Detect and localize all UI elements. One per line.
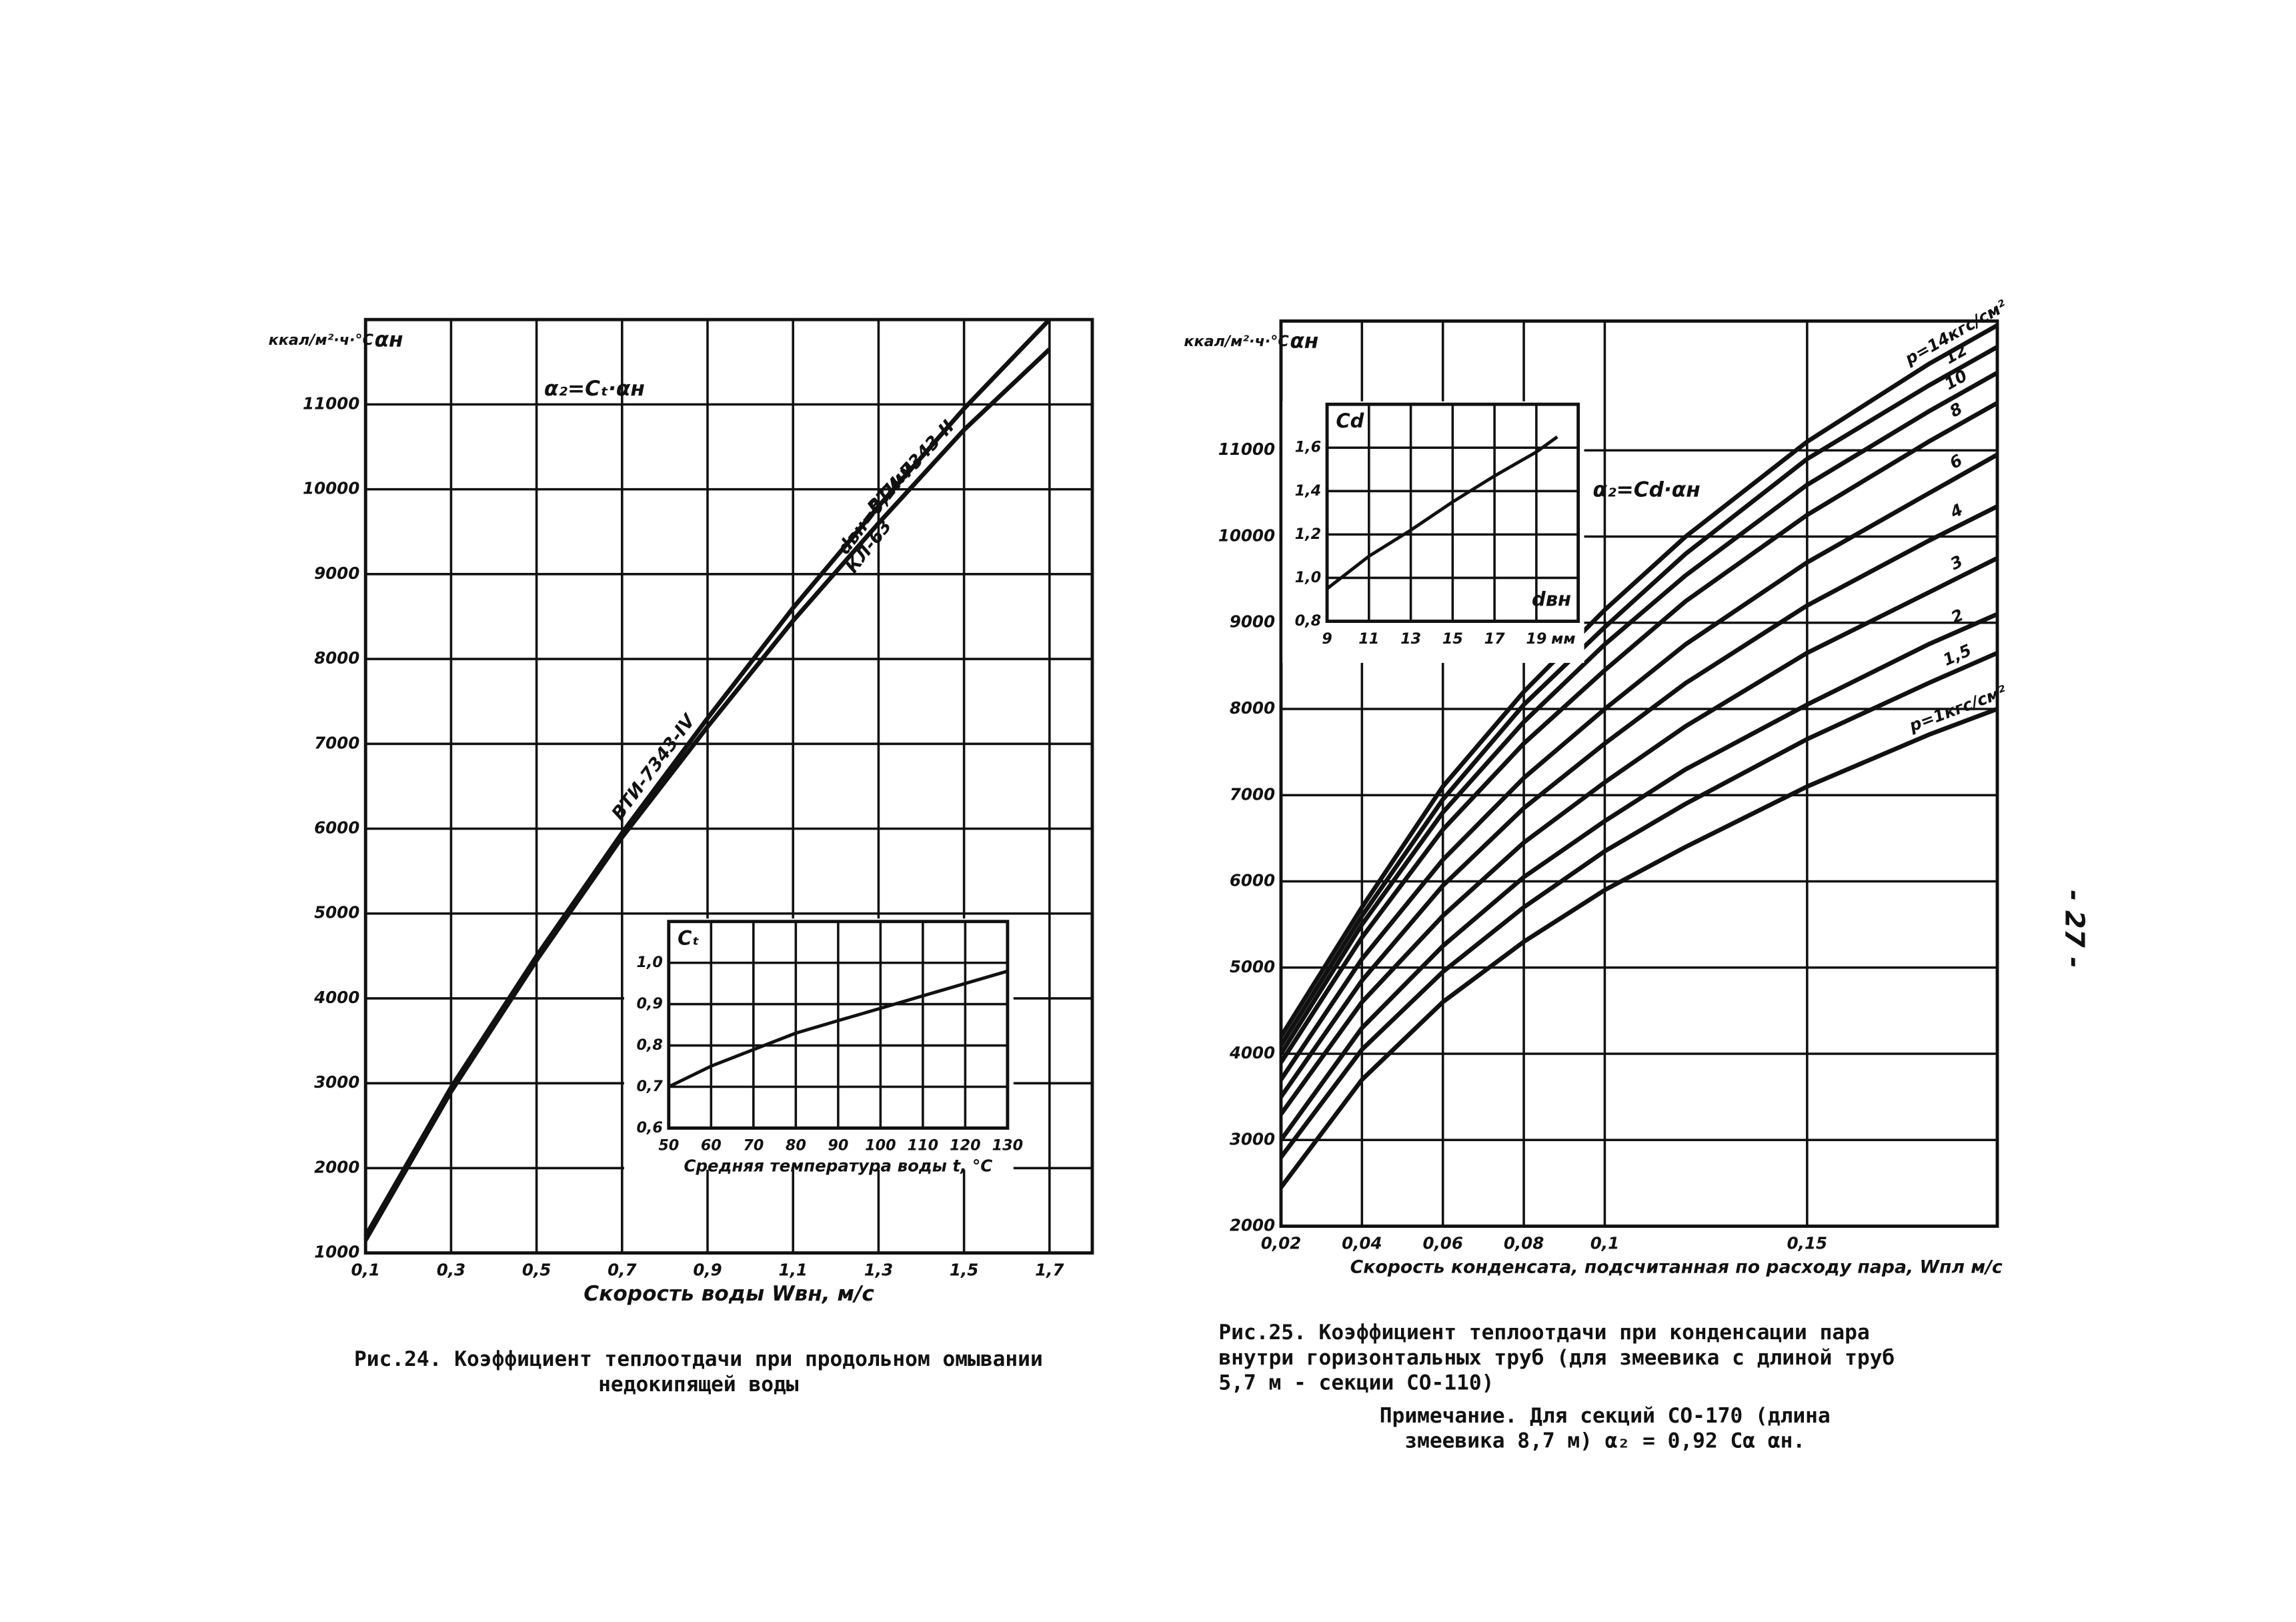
curve	[1279, 556, 1999, 1116]
x-tick-label: 0,08	[1504, 1233, 1544, 1253]
y-tick-label: 3000	[1230, 1129, 1275, 1148]
curve	[363, 317, 1052, 1237]
y-tick-label: 1,2	[1295, 526, 1321, 543]
inset-x-unit: мм	[1551, 630, 1575, 648]
inset-x-label: dвн	[1532, 588, 1571, 610]
x-tick-label: 0,04	[1342, 1233, 1382, 1253]
caption: недокипящей воды	[598, 1373, 799, 1397]
x-tick-label: 0,06	[1422, 1233, 1462, 1253]
inset-y-label: Cₜ	[678, 926, 700, 949]
y-tick-label: 3000	[314, 1072, 359, 1092]
x-tick-label: 90	[828, 1137, 848, 1154]
x-tick-label: 17	[1484, 630, 1505, 648]
page-number: - 27 -	[2059, 890, 2090, 968]
curve	[363, 347, 1052, 1242]
x-tick-label: 0,3	[437, 1260, 465, 1279]
curve	[1279, 345, 1999, 1046]
curve	[668, 969, 1008, 1088]
x-tick-label: 0,5	[522, 1260, 551, 1279]
y-tick-label: 8000	[314, 648, 359, 668]
x-tick-label: 0,9	[693, 1260, 722, 1279]
x-tick-label: 60	[701, 1137, 722, 1154]
x-tick-label: 9	[1322, 630, 1332, 648]
y-tick-label: 10000	[303, 479, 359, 498]
y-axis-label: αн	[1290, 329, 1318, 353]
x-tick-label: 110	[908, 1137, 938, 1154]
inset-x-label: Средняя температура воды t, °С	[684, 1156, 993, 1175]
x-tick-label: 11	[1358, 630, 1379, 648]
y-tick-label: 4000	[1229, 1043, 1275, 1062]
curve	[1279, 452, 1999, 1081]
y-axis-label: αн	[375, 327, 403, 351]
y-tick-label: 9000	[1230, 612, 1275, 632]
x-tick-label: 120	[950, 1137, 980, 1154]
y-tick-label: 5000	[314, 903, 359, 922]
y-tick-label: 11000	[303, 393, 359, 413]
y-tick-label: 6000	[1230, 871, 1275, 890]
y-tick-label: 0,9	[636, 995, 662, 1012]
y-tick-label: 9000	[314, 564, 359, 583]
x-tick-label: 0,15	[1787, 1233, 1827, 1253]
caption: Рис.24. Коэффициент теплоотдачи при прод…	[354, 1347, 1043, 1371]
x-tick-label: 100	[865, 1137, 896, 1154]
x-tick-label: 70	[743, 1137, 764, 1154]
caption: Рис.25. Коэффициент теплоотдачи при конд…	[1218, 1321, 1869, 1345]
y-tick-label: 5000	[1230, 957, 1275, 976]
x-axis-label: Скорость воды Wвн, м/с	[584, 1282, 874, 1306]
x-tick-label: 1,1	[779, 1260, 808, 1279]
y-tick-label: 0,8	[1295, 612, 1321, 630]
y-tick-label: 1,4	[1295, 482, 1321, 500]
y-tick-label: 6000	[314, 818, 359, 838]
y-tick-label: 1000	[314, 1243, 359, 1262]
y-tick-label: 0,6	[636, 1119, 662, 1136]
curve	[1279, 650, 1999, 1159]
y-tick-label: 7000	[1230, 784, 1275, 804]
curve	[1279, 612, 1999, 1142]
x-tick-label: 15	[1442, 630, 1463, 648]
x-axis-label: Скорость конденсата, подсчитанная по рас…	[1350, 1257, 2003, 1277]
note: змеевика 8,7 м) α₂ = 0,92 Cα αн.	[1404, 1429, 1805, 1453]
y-tick-label: 0,7	[636, 1078, 663, 1095]
x-tick-label: 1,3	[864, 1260, 893, 1279]
curve	[1279, 706, 1999, 1189]
y-tick-label: 8000	[1230, 698, 1275, 718]
curve	[1279, 401, 1999, 1064]
inset-y-label: Cd	[1336, 410, 1364, 432]
y-tick-label: 11000	[1218, 440, 1275, 459]
y-tick-label: 2000	[1230, 1216, 1275, 1235]
y-tick-label: 0,8	[636, 1036, 662, 1054]
x-tick-label: 0,7	[608, 1260, 636, 1279]
y-tick-label: 1,0	[1295, 569, 1321, 586]
y-tick-label: 7000	[314, 733, 359, 752]
x-tick-label: 80	[786, 1137, 806, 1154]
annotation: α₂=Cd·αн	[1593, 478, 1700, 502]
curve	[1326, 435, 1558, 590]
x-tick-label: 13	[1400, 630, 1421, 648]
x-tick-label: 130	[992, 1137, 1023, 1154]
x-tick-label: 19	[1526, 630, 1546, 648]
x-tick-label: 50	[658, 1137, 679, 1154]
x-tick-label: 1,5	[950, 1260, 978, 1279]
curve	[1279, 504, 1999, 1098]
x-tick-label: 0,02	[1261, 1233, 1301, 1253]
x-tick-label: 0,1	[1590, 1233, 1619, 1253]
y-tick-label: 10000	[1218, 526, 1275, 546]
annotation: α₂=Cₜ·αн	[544, 377, 645, 401]
y-unit: ккал/м²·ч·°С	[269, 331, 374, 349]
caption: внутри горизонтальных труб (для змеевика…	[1218, 1346, 1895, 1370]
note: Примечание. Для секций СО-170 (длина	[1380, 1404, 1831, 1428]
x-tick-label: 0,1	[351, 1260, 380, 1279]
caption: 5,7 м - секции СО-110)	[1218, 1371, 1494, 1395]
y-tick-label: 1,6	[1295, 439, 1321, 456]
y-tick-label: 1,0	[636, 954, 662, 971]
curve	[1279, 371, 1999, 1055]
curve	[1279, 323, 1999, 1038]
x-tick-label: 1,7	[1035, 1260, 1064, 1279]
y-tick-label: 4000	[313, 988, 359, 1007]
y-unit: ккал/м²·ч·°С	[1184, 333, 1289, 350]
y-tick-label: 2000	[314, 1157, 359, 1176]
